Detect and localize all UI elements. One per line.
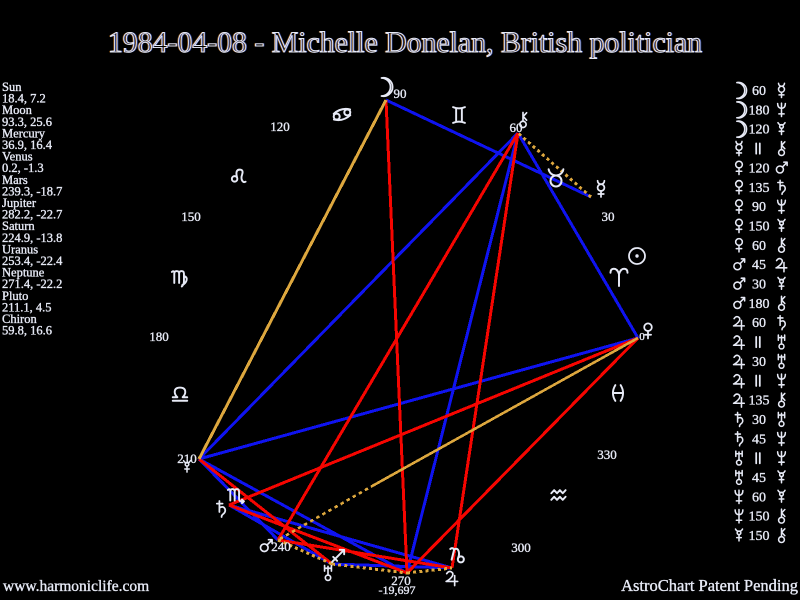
svg-text:18.4, 7.2: 18.4, 7.2 <box>2 92 46 106</box>
svg-text:Moon: Moon <box>2 103 33 117</box>
svg-text:120: 120 <box>749 123 770 138</box>
svg-text:30: 30 <box>752 278 766 293</box>
svg-text:Neptune: Neptune <box>2 266 45 280</box>
svg-text:Mercury: Mercury <box>2 126 46 140</box>
svg-text:90: 90 <box>394 86 407 101</box>
svg-text:180: 180 <box>749 103 770 118</box>
svg-text:45: 45 <box>752 258 766 273</box>
svg-text:30: 30 <box>602 209 615 224</box>
svg-text:253.4, -22.4: 253.4, -22.4 <box>2 254 63 268</box>
svg-text:93.3, 25.6: 93.3, 25.6 <box>2 115 52 129</box>
svg-text:0: 0 <box>639 331 645 343</box>
svg-text:60: 60 <box>752 239 766 254</box>
svg-text:www.harmoniclife.com: www.harmoniclife.com <box>3 578 149 595</box>
svg-text:60: 60 <box>510 120 523 135</box>
svg-text:60: 60 <box>752 84 766 99</box>
svg-text:239.3, -18.7: 239.3, -18.7 <box>2 184 62 198</box>
svg-text:120: 120 <box>270 119 290 134</box>
svg-text:Venus: Venus <box>2 150 33 164</box>
svg-text:150: 150 <box>749 219 770 234</box>
svg-text:1984-04-08 - Michelle Donelan,: 1984-04-08 - Michelle Donelan, British p… <box>107 26 701 59</box>
svg-text:30: 30 <box>752 413 766 428</box>
svg-text:150: 150 <box>749 510 770 525</box>
svg-text:1984-04-08 - Michelle Donelan,: 1984-04-08 - Michelle Donelan, British p… <box>109 26 703 59</box>
svg-text:59.8, 16.6: 59.8, 16.6 <box>2 324 52 338</box>
svg-text:AstroChart Patent Pending: AstroChart Patent Pending <box>621 576 798 595</box>
svg-text:300: 300 <box>511 540 531 555</box>
svg-text:36.9, 16.4: 36.9, 16.4 <box>2 138 53 152</box>
svg-text:180: 180 <box>149 329 169 344</box>
svg-text:1984-04-08 - Michelle Donelan,: 1984-04-08 - Michelle Donelan, British p… <box>108 26 702 59</box>
svg-text:224.9, -13.8: 224.9, -13.8 <box>2 231 62 245</box>
svg-text:210: 210 <box>177 451 197 466</box>
svg-text:Saturn: Saturn <box>2 219 35 233</box>
svg-text:30: 30 <box>752 355 766 370</box>
svg-text:240: 240 <box>271 539 291 554</box>
svg-text:271.4, -22.2: 271.4, -22.2 <box>2 277 62 291</box>
svg-text:0.2, -1.3: 0.2, -1.3 <box>2 161 44 175</box>
svg-text:211.1, 4.5: 211.1, 4.5 <box>2 300 52 314</box>
svg-text:Chiron: Chiron <box>2 312 37 326</box>
svg-text:150: 150 <box>749 529 770 544</box>
svg-text:60: 60 <box>752 490 766 505</box>
svg-text:282.2, -22.7: 282.2, -22.7 <box>2 208 62 222</box>
svg-text:Mars: Mars <box>2 173 28 187</box>
svg-text:45: 45 <box>752 471 766 486</box>
svg-text:150: 150 <box>181 209 201 224</box>
svg-text:Uranus: Uranus <box>2 242 38 256</box>
svg-text:60: 60 <box>752 316 766 331</box>
svg-text:Sun: Sun <box>2 80 22 94</box>
svg-text:Jupiter: Jupiter <box>2 196 37 210</box>
svg-text:120: 120 <box>749 161 770 176</box>
svg-text:135: 135 <box>749 394 770 409</box>
svg-text:180: 180 <box>749 297 770 312</box>
svg-text:90: 90 <box>752 200 766 215</box>
svg-text:330: 330 <box>597 447 617 462</box>
svg-text:-19,697: -19,697 <box>379 583 416 597</box>
svg-text:135: 135 <box>749 181 770 196</box>
svg-text:Pluto: Pluto <box>2 289 28 303</box>
svg-text:270: 270 <box>391 573 411 588</box>
svg-text:45: 45 <box>752 432 766 447</box>
